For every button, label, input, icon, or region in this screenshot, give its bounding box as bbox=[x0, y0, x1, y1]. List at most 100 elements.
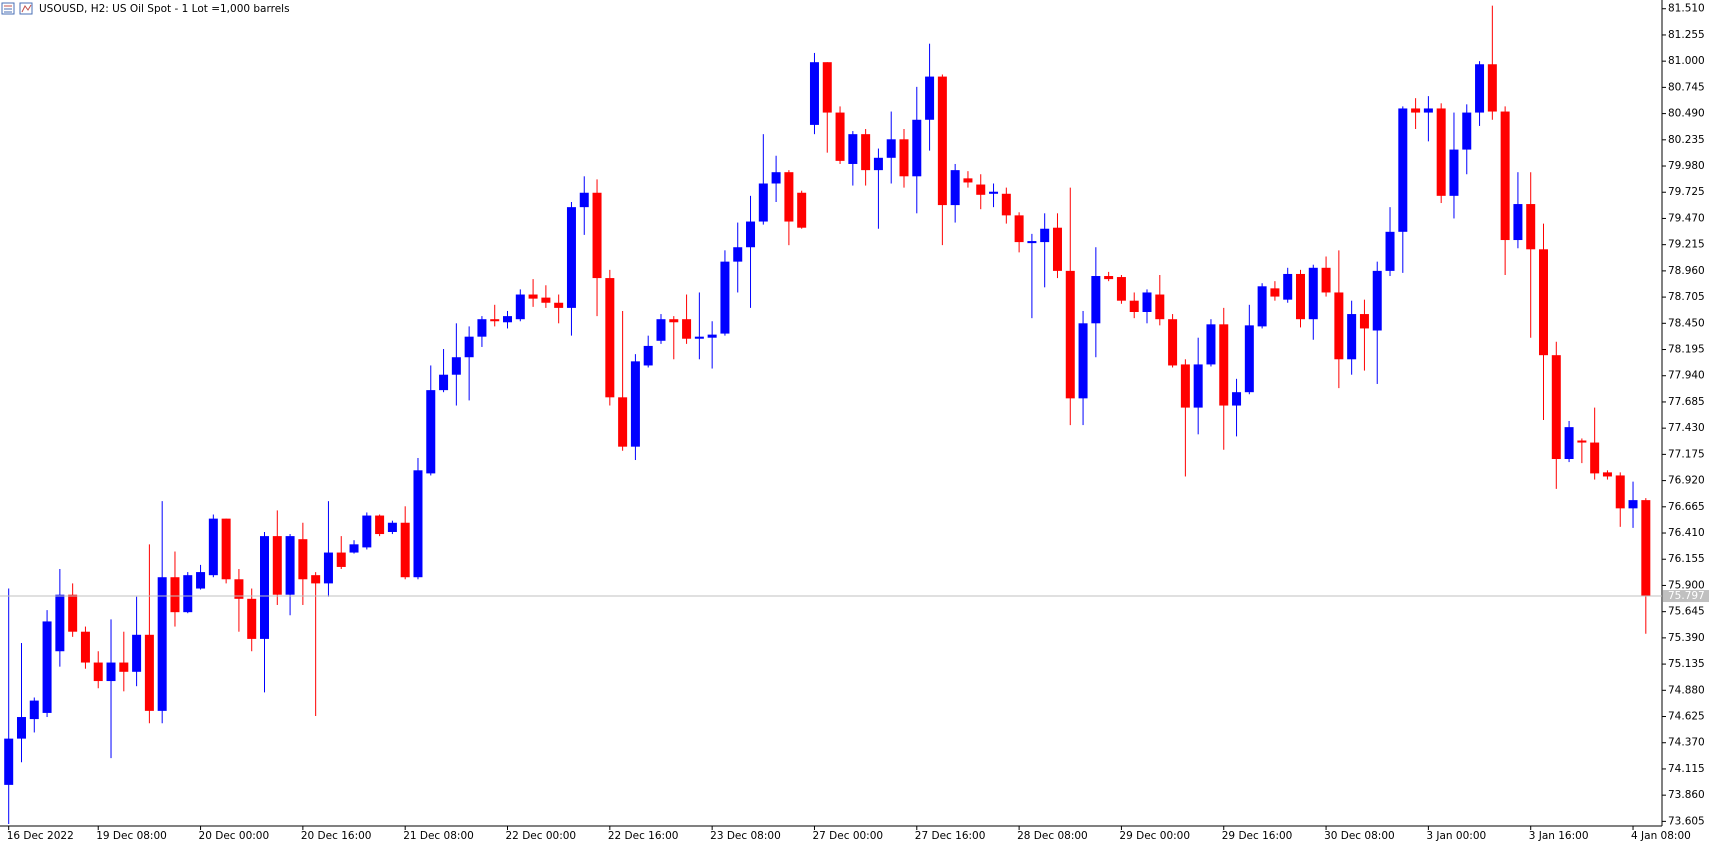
candle-body bbox=[349, 544, 359, 553]
candle-body bbox=[234, 579, 244, 599]
candle-body bbox=[170, 577, 180, 613]
candle-body bbox=[746, 221, 756, 248]
candle-body bbox=[1385, 231, 1395, 271]
candle-body bbox=[80, 631, 90, 663]
x-tick-label: 27 Dec 00:00 bbox=[812, 830, 883, 842]
candle-body bbox=[1219, 324, 1229, 406]
candle-body bbox=[1564, 427, 1574, 460]
candle-body bbox=[1577, 440, 1587, 443]
candle-body bbox=[1052, 227, 1062, 271]
y-tick-label: 75.645 bbox=[1668, 606, 1705, 618]
candle-body bbox=[1244, 325, 1254, 393]
y-tick-label: 75.900 bbox=[1668, 579, 1705, 591]
candle-body bbox=[1590, 442, 1600, 474]
candle-body bbox=[682, 319, 692, 339]
candle-body bbox=[1104, 276, 1114, 280]
x-tick-label: 20 Dec 00:00 bbox=[199, 830, 270, 842]
y-tick-label: 77.685 bbox=[1668, 396, 1705, 408]
candle-body bbox=[771, 172, 781, 184]
candle-body bbox=[1628, 500, 1638, 509]
x-tick-label: 28 Dec 08:00 bbox=[1017, 830, 1088, 842]
y-tick-label: 81.255 bbox=[1668, 29, 1705, 41]
x-tick-label: 29 Dec 16:00 bbox=[1222, 830, 1293, 842]
candle-body bbox=[886, 139, 896, 158]
y-tick-label: 76.155 bbox=[1668, 553, 1705, 565]
y-tick-label: 78.705 bbox=[1668, 291, 1705, 303]
candle-body bbox=[618, 397, 628, 447]
y-tick-label: 77.175 bbox=[1668, 448, 1705, 460]
candle-body bbox=[93, 662, 103, 682]
candle-body bbox=[144, 634, 154, 711]
candle-body bbox=[1500, 111, 1510, 241]
candle-body bbox=[1321, 267, 1331, 293]
x-tick-label: 3 Jan 16:00 bbox=[1529, 830, 1589, 842]
candle-body bbox=[55, 594, 65, 652]
candle-body bbox=[758, 183, 768, 222]
candle-body bbox=[1001, 193, 1011, 216]
candle-body bbox=[848, 134, 858, 164]
candle-body bbox=[937, 76, 947, 206]
candle-body bbox=[873, 157, 883, 171]
candle-body bbox=[1423, 108, 1433, 113]
candle-body bbox=[1155, 294, 1165, 320]
candle-body bbox=[1334, 292, 1344, 360]
current-price-box bbox=[1663, 590, 1709, 603]
y-tick-label: 76.410 bbox=[1668, 527, 1705, 539]
candle-body bbox=[899, 139, 909, 177]
chart-title: USOUSD, H2: US Oil Spot - 1 Lot =1,000 b… bbox=[39, 3, 290, 15]
candle-body bbox=[528, 294, 538, 299]
candle-body bbox=[260, 536, 269, 639]
candle-body bbox=[1526, 204, 1536, 250]
y-tick-label: 79.980 bbox=[1668, 160, 1705, 172]
current-price-label: 75.797 bbox=[1668, 590, 1705, 602]
y-tick-label: 76.920 bbox=[1668, 475, 1705, 487]
candle-body bbox=[784, 172, 794, 222]
y-tick-label: 78.195 bbox=[1668, 344, 1705, 356]
candle-body bbox=[630, 361, 640, 447]
y-tick-label: 74.370 bbox=[1668, 737, 1705, 749]
candle-body bbox=[400, 522, 410, 578]
candle-body bbox=[1027, 241, 1037, 244]
candle-body bbox=[1065, 270, 1075, 399]
x-tick-label: 23 Dec 08:00 bbox=[710, 830, 781, 842]
y-tick-label: 74.115 bbox=[1668, 763, 1705, 775]
candle-body bbox=[1232, 392, 1242, 406]
candle-body bbox=[1602, 472, 1612, 477]
candle-body bbox=[439, 374, 449, 391]
candle-body bbox=[1359, 314, 1369, 329]
candle-body bbox=[285, 536, 295, 595]
icon-chart bbox=[19, 2, 33, 15]
candle-body bbox=[490, 319, 500, 322]
candle-body bbox=[605, 278, 615, 398]
candle-body bbox=[106, 662, 116, 682]
candle-body bbox=[1078, 323, 1088, 399]
candle-body bbox=[1539, 249, 1548, 356]
candle-body bbox=[1116, 277, 1126, 301]
y-tick-label: 81.000 bbox=[1668, 55, 1705, 67]
y-tick-label: 74.880 bbox=[1668, 684, 1705, 696]
candle-body bbox=[68, 594, 78, 632]
candle-body bbox=[835, 112, 845, 161]
candle-body bbox=[413, 470, 423, 578]
candle-body bbox=[477, 319, 487, 337]
x-tick-label: 27 Dec 16:00 bbox=[915, 830, 986, 842]
y-tick-label: 73.605 bbox=[1668, 815, 1705, 827]
candle-body bbox=[4, 738, 14, 785]
candle-body bbox=[1308, 267, 1318, 320]
candle-body bbox=[1551, 355, 1561, 460]
candle-body bbox=[861, 134, 871, 171]
candle-body bbox=[592, 192, 602, 279]
candle-body bbox=[976, 184, 986, 195]
candle-body bbox=[1615, 475, 1625, 509]
y-tick-label: 79.725 bbox=[1668, 186, 1705, 198]
candle-body bbox=[694, 336, 704, 339]
candle-body bbox=[1641, 500, 1651, 597]
x-tick-label: 29 Dec 00:00 bbox=[1119, 830, 1190, 842]
y-tick-label: 79.470 bbox=[1668, 212, 1705, 224]
candle-body bbox=[1513, 204, 1523, 241]
candle-body bbox=[1270, 288, 1280, 297]
candle-body bbox=[42, 621, 52, 713]
x-tick-label: 30 Dec 08:00 bbox=[1324, 830, 1395, 842]
candle-body bbox=[272, 536, 282, 595]
